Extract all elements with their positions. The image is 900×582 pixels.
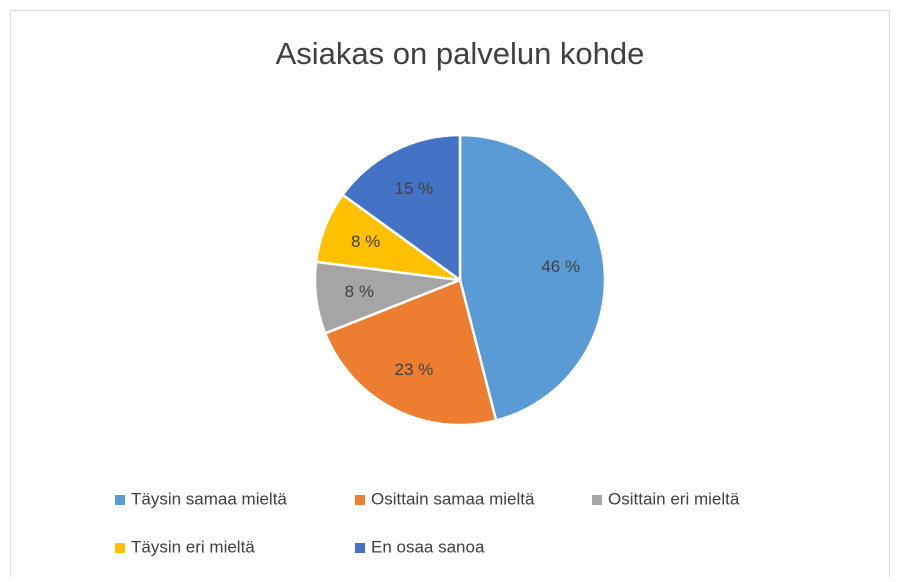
data-label: 15 % bbox=[395, 179, 434, 198]
pie-slice bbox=[323, 278, 498, 427]
legend-swatch bbox=[355, 543, 365, 553]
legend-label: Osittain eri mieltä bbox=[608, 489, 740, 508]
pie-slice bbox=[458, 133, 607, 422]
legend-label: Osittain samaa mieltä bbox=[371, 489, 535, 508]
data-label: 46 % bbox=[541, 257, 580, 276]
legend-swatch bbox=[592, 495, 602, 505]
legend-label: Täysin samaa mieltä bbox=[131, 489, 287, 508]
legend-swatch bbox=[115, 543, 125, 553]
data-label: 23 % bbox=[395, 360, 434, 379]
data-label: 8 % bbox=[351, 232, 380, 251]
chart-title: Asiakas on palvelun kohde bbox=[276, 36, 645, 71]
legend-label: En osaa sanoa bbox=[371, 537, 485, 556]
pie-slice bbox=[340, 133, 462, 283]
legend-swatch bbox=[355, 495, 365, 505]
legend-label: Täysin eri mieltä bbox=[131, 537, 255, 556]
data-label: 8 % bbox=[345, 282, 374, 301]
legend-swatch bbox=[115, 495, 125, 505]
